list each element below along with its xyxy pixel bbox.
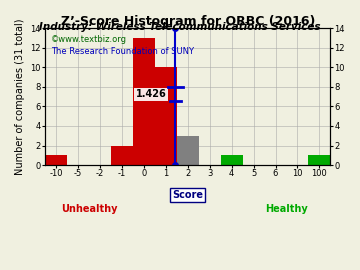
Bar — [155, 67, 177, 165]
Bar — [133, 38, 155, 165]
Text: Healthy: Healthy — [265, 204, 308, 214]
Bar — [111, 146, 133, 165]
Y-axis label: Number of companies (31 total): Number of companies (31 total) — [15, 18, 25, 175]
Text: Industry: Wireless Telecommunications Services: Industry: Wireless Telecommunications Se… — [39, 22, 321, 32]
Bar — [221, 156, 243, 165]
Title: Z’-Score Histogram for ORBC (2016): Z’-Score Histogram for ORBC (2016) — [60, 15, 315, 28]
Text: 1.426: 1.426 — [136, 89, 166, 99]
Text: Score: Score — [172, 190, 203, 200]
Bar — [45, 156, 67, 165]
Text: ©www.textbiz.org: ©www.textbiz.org — [51, 35, 127, 44]
Bar — [177, 136, 199, 165]
Bar — [309, 156, 330, 165]
Text: Unhealthy: Unhealthy — [61, 204, 117, 214]
Text: The Research Foundation of SUNY: The Research Foundation of SUNY — [51, 47, 194, 56]
